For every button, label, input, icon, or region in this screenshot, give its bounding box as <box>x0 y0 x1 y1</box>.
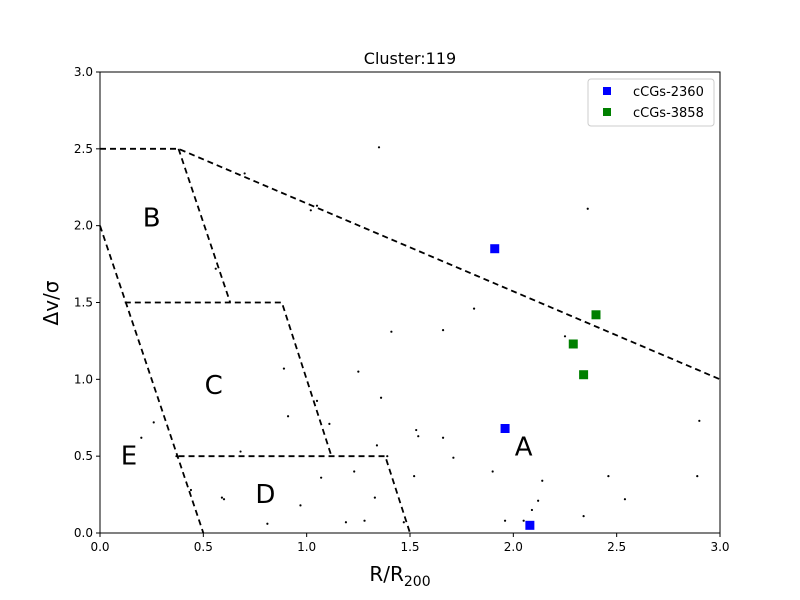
plot-area: A B C D E <box>99 146 721 534</box>
x-tick-label-6: 3.0 <box>710 540 729 554</box>
background-point-6 <box>390 330 393 333</box>
background-point-18 <box>375 444 379 447</box>
chart-title: Cluster:119 <box>364 49 456 68</box>
background-point-14 <box>328 422 331 425</box>
background-point-46 <box>266 522 269 525</box>
region-labels: A B C D E <box>121 203 533 510</box>
background-point-0 <box>377 146 381 149</box>
background-point-31 <box>541 479 544 482</box>
region-boundary-line-2 <box>124 301 333 457</box>
y-tick-label-5: 2.5 <box>74 142 93 156</box>
background-point-11 <box>379 396 383 399</box>
series-points <box>490 244 601 530</box>
background-points <box>140 146 701 525</box>
background-point-1 <box>586 207 589 210</box>
series-0-point-0 <box>490 244 500 254</box>
x-axis-label-main: R/R <box>369 562 404 586</box>
background-point-30 <box>696 475 699 478</box>
background-point-17 <box>239 450 242 453</box>
background-point-43 <box>402 521 405 524</box>
x-tick-label-1: 0.5 <box>194 540 213 554</box>
background-point-48 <box>214 267 217 270</box>
legend-label-cCGs-3858: cCGs-3858 <box>633 106 704 121</box>
background-point-22 <box>452 456 455 459</box>
background-point-38 <box>299 504 302 507</box>
background-point-37 <box>623 498 627 501</box>
background-point-34 <box>222 498 226 501</box>
background-point-41 <box>363 519 366 522</box>
region-label-c: C <box>205 371 223 401</box>
background-point-35 <box>373 496 376 499</box>
region-boundary-line-1 <box>177 148 232 303</box>
x-axis-label: R/R200 <box>369 562 430 590</box>
background-point-26 <box>353 470 356 473</box>
region-boundary-lines <box>99 147 721 534</box>
y-tick-label-1: 0.5 <box>74 449 93 463</box>
background-point-25 <box>491 470 494 473</box>
background-point-7 <box>441 329 445 332</box>
background-point-15 <box>152 421 155 424</box>
background-point-3 <box>309 209 312 212</box>
x-tick-label-3: 1.5 <box>400 540 419 554</box>
series-1-point-2 <box>579 370 589 380</box>
legend-box <box>587 78 715 127</box>
background-point-44 <box>503 519 507 522</box>
background-point-40 <box>582 514 585 518</box>
y-tick-label-2: 1.0 <box>74 372 93 386</box>
background-point-33 <box>220 496 224 499</box>
y-axis-label: Δv/σ <box>39 280 63 325</box>
legend-marker-cCGs-3858 <box>603 108 611 116</box>
x-axis-label-subscript: 200 <box>404 574 431 590</box>
background-point-4 <box>315 204 319 207</box>
y-tick-label-6: 3.0 <box>74 65 93 79</box>
x-tick-label-0: 0.0 <box>90 540 109 554</box>
series-0-point-2 <box>525 520 535 530</box>
region-boundary-line-4 <box>99 225 205 534</box>
x-axis-ticks: 0.0 0.5 1.0 1.5 2.0 2.5 3.0 <box>90 533 730 554</box>
series-0-point-1 <box>500 424 510 434</box>
background-point-21 <box>441 436 445 439</box>
y-tick-label-3: 1.5 <box>74 296 93 310</box>
background-point-10 <box>282 367 286 370</box>
background-point-24 <box>698 419 701 422</box>
legend: cCGs-2360 cCGs-3858 <box>587 78 715 127</box>
region-label-d: D <box>255 480 275 510</box>
legend-marker-cCGs-2360 <box>603 87 611 95</box>
background-point-27 <box>320 476 323 479</box>
background-point-45 <box>522 519 525 522</box>
background-point-9 <box>357 370 360 373</box>
region-label-e: E <box>121 442 137 472</box>
background-point-39 <box>530 508 534 512</box>
background-point-36 <box>537 499 540 502</box>
region-boundary-line-3 <box>178 455 411 534</box>
x-tick-label-2: 1.0 <box>297 540 316 554</box>
y-tick-label-0: 0.0 <box>74 526 93 540</box>
background-point-29 <box>607 475 610 478</box>
region-label-b: B <box>143 203 161 233</box>
background-point-23 <box>386 455 389 458</box>
background-point-13 <box>286 415 290 418</box>
x-tick-label-4: 2.0 <box>504 540 523 554</box>
background-point-16 <box>140 436 143 439</box>
background-point-19 <box>415 428 418 432</box>
background-point-42 <box>344 521 348 524</box>
background-point-8 <box>563 335 567 338</box>
series-1-point-0 <box>591 310 601 320</box>
region-label-a: A <box>515 432 533 462</box>
background-point-28 <box>413 475 416 478</box>
y-tick-label-4: 2.0 <box>74 219 93 233</box>
region-boundary-line-0 <box>100 147 721 381</box>
background-point-5 <box>472 307 476 310</box>
legend-label-cCGs-2360: cCGs-2360 <box>633 85 704 100</box>
background-point-2 <box>243 172 246 175</box>
x-tick-label-5: 2.5 <box>607 540 626 554</box>
background-point-12 <box>315 399 319 402</box>
background-point-20 <box>417 435 420 438</box>
series-1-point-1 <box>568 339 578 349</box>
background-point-32 <box>189 488 193 492</box>
y-axis-ticks: 0.0 0.5 1.0 1.5 2.0 2.5 3.0 <box>74 65 100 540</box>
